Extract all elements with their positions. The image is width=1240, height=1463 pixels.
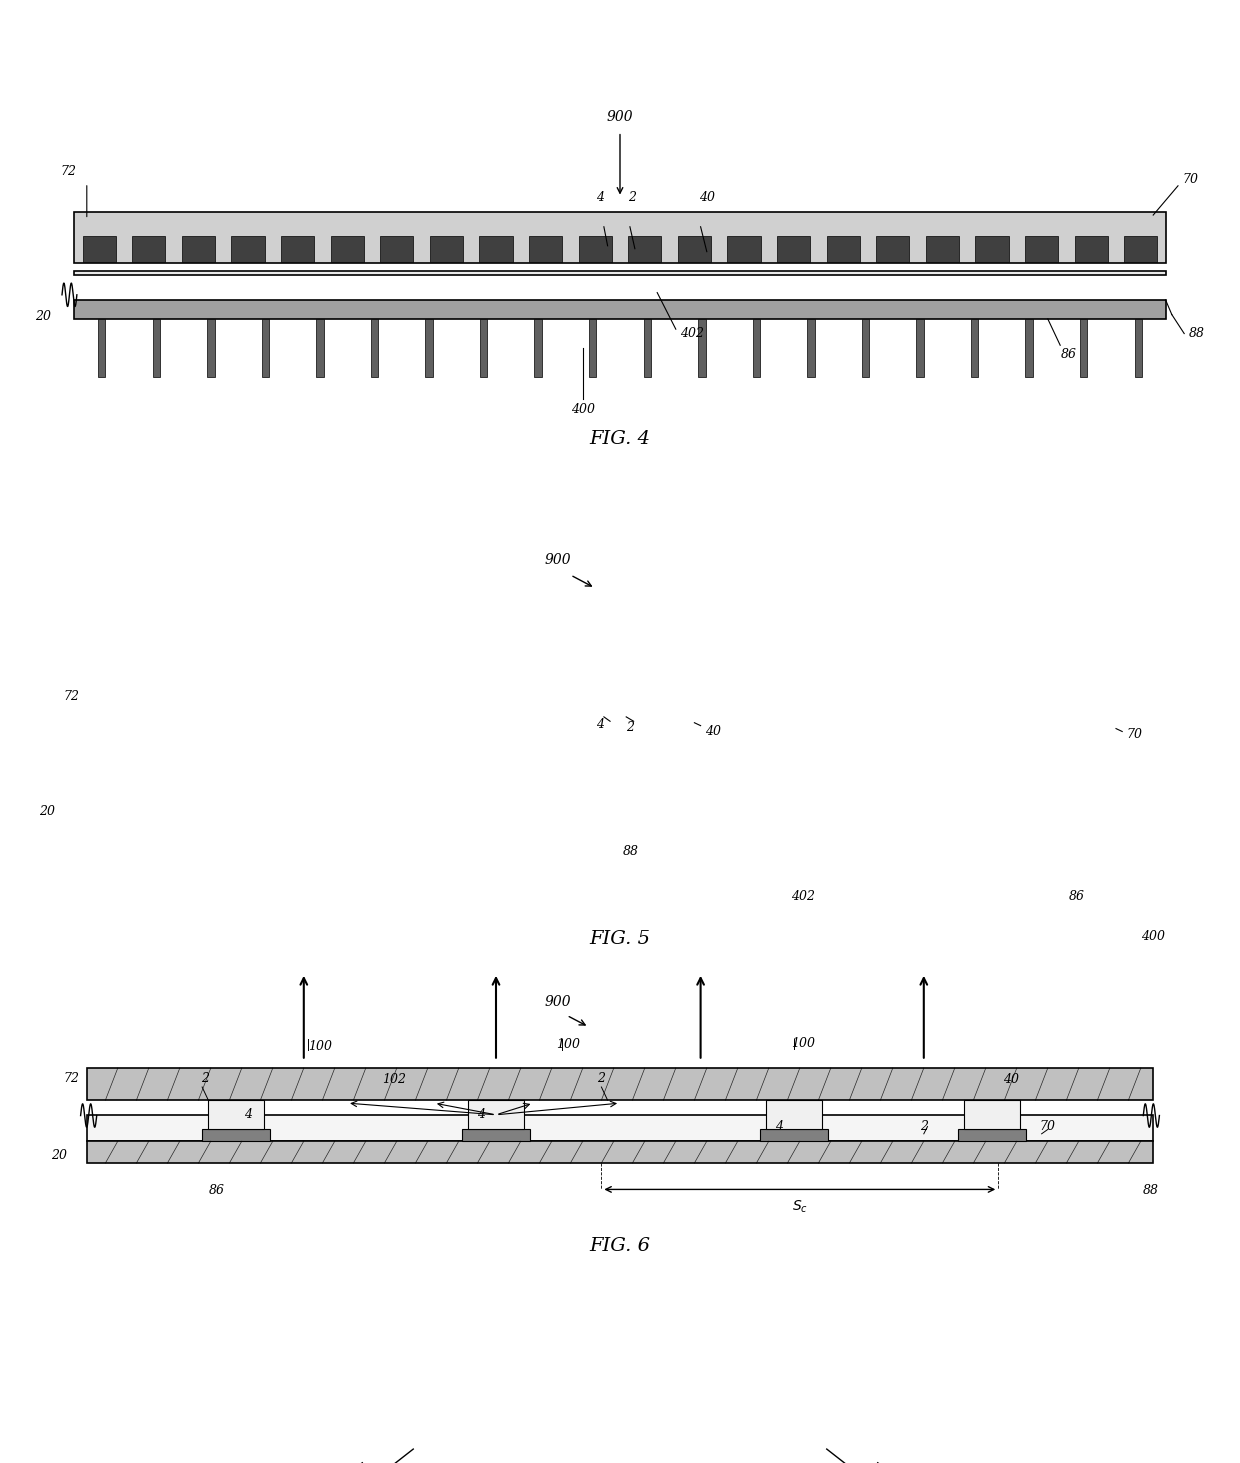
Text: FIG. 5: FIG. 5 — [589, 930, 651, 948]
Text: 100: 100 — [308, 1040, 332, 1052]
Bar — [281, 236, 314, 262]
Bar — [529, 236, 562, 262]
Bar — [698, 319, 706, 377]
Text: 2: 2 — [626, 721, 634, 733]
Bar — [87, 1115, 1153, 1141]
Bar — [1135, 319, 1142, 377]
Bar — [331, 236, 363, 262]
Text: 2: 2 — [920, 1121, 928, 1132]
Bar — [1080, 319, 1087, 377]
Bar — [153, 319, 160, 377]
Bar — [371, 319, 378, 377]
Bar — [201, 1129, 270, 1141]
Text: 2: 2 — [598, 1072, 605, 1084]
Text: 86: 86 — [210, 1185, 224, 1197]
Bar — [1025, 236, 1058, 262]
Bar — [589, 319, 596, 377]
Text: 900: 900 — [544, 553, 572, 568]
Text: 102: 102 — [382, 1074, 407, 1086]
Text: 40: 40 — [1003, 1074, 1018, 1086]
Text: 70: 70 — [1183, 174, 1198, 186]
Text: FIG. 4: FIG. 4 — [589, 430, 651, 448]
Bar — [74, 300, 1166, 319]
Text: 4: 4 — [477, 1109, 485, 1121]
Text: 88: 88 — [1189, 328, 1204, 339]
Bar — [1125, 236, 1157, 262]
Text: 100: 100 — [791, 1037, 816, 1049]
Text: 70: 70 — [1127, 729, 1142, 740]
Bar — [262, 319, 269, 377]
Text: 86: 86 — [1061, 348, 1076, 360]
Bar — [74, 271, 1166, 275]
Bar — [1025, 319, 1033, 377]
Text: 20: 20 — [36, 310, 51, 322]
Bar — [430, 236, 463, 262]
Bar — [926, 236, 959, 262]
Bar — [480, 319, 487, 377]
Bar — [965, 1100, 1021, 1129]
Bar — [959, 1129, 1027, 1141]
Bar — [777, 236, 810, 262]
Bar — [753, 319, 760, 377]
Bar — [728, 236, 760, 262]
Bar — [759, 1129, 828, 1141]
Bar — [971, 319, 978, 377]
Bar — [208, 1100, 264, 1129]
Bar — [182, 236, 215, 262]
Bar — [862, 319, 869, 377]
Text: 88: 88 — [624, 846, 639, 857]
Bar — [98, 319, 105, 377]
Text: 20: 20 — [52, 1150, 67, 1162]
Text: 402: 402 — [791, 891, 816, 903]
FancyBboxPatch shape — [74, 212, 1166, 263]
Bar — [87, 1068, 1153, 1100]
Bar — [807, 319, 815, 377]
Bar — [133, 236, 165, 262]
Bar — [83, 236, 115, 262]
Bar — [916, 319, 924, 377]
Text: FIG. 6: FIG. 6 — [589, 1238, 651, 1255]
Bar — [461, 1129, 529, 1141]
Bar — [87, 1141, 1153, 1163]
Bar — [1075, 236, 1107, 262]
Bar — [579, 236, 611, 262]
Bar — [877, 236, 909, 262]
Text: 900: 900 — [606, 110, 634, 124]
Bar — [766, 1100, 822, 1129]
Bar — [316, 319, 324, 377]
Bar — [644, 319, 651, 377]
Text: 4: 4 — [244, 1109, 252, 1121]
Text: 72: 72 — [64, 1072, 79, 1084]
Text: 20: 20 — [40, 806, 55, 818]
Text: 72: 72 — [61, 165, 76, 177]
Text: 88: 88 — [1143, 1185, 1158, 1197]
Text: 70: 70 — [1040, 1121, 1055, 1132]
Text: 100: 100 — [556, 1039, 580, 1050]
Bar — [629, 236, 661, 262]
Bar — [827, 236, 859, 262]
Text: 4: 4 — [596, 718, 604, 730]
Text: 4: 4 — [775, 1121, 782, 1132]
Bar — [232, 236, 264, 262]
Bar — [207, 319, 215, 377]
Text: $S_c$: $S_c$ — [792, 1198, 807, 1216]
Text: 4: 4 — [596, 192, 604, 203]
Text: 900: 900 — [544, 995, 572, 1009]
Text: 86: 86 — [1069, 891, 1084, 903]
Bar — [480, 236, 512, 262]
Bar — [534, 319, 542, 377]
Text: 40: 40 — [699, 192, 714, 203]
Text: 2: 2 — [201, 1072, 208, 1084]
Text: 402: 402 — [680, 328, 704, 339]
Bar — [469, 1100, 523, 1129]
Text: 400: 400 — [1141, 930, 1166, 942]
Text: 72: 72 — [64, 691, 79, 702]
Text: 40: 40 — [706, 726, 720, 737]
Text: 400: 400 — [570, 404, 595, 415]
Bar — [976, 236, 1008, 262]
Bar — [381, 236, 413, 262]
Bar — [425, 319, 433, 377]
Bar — [678, 236, 711, 262]
Text: 2: 2 — [629, 192, 636, 203]
